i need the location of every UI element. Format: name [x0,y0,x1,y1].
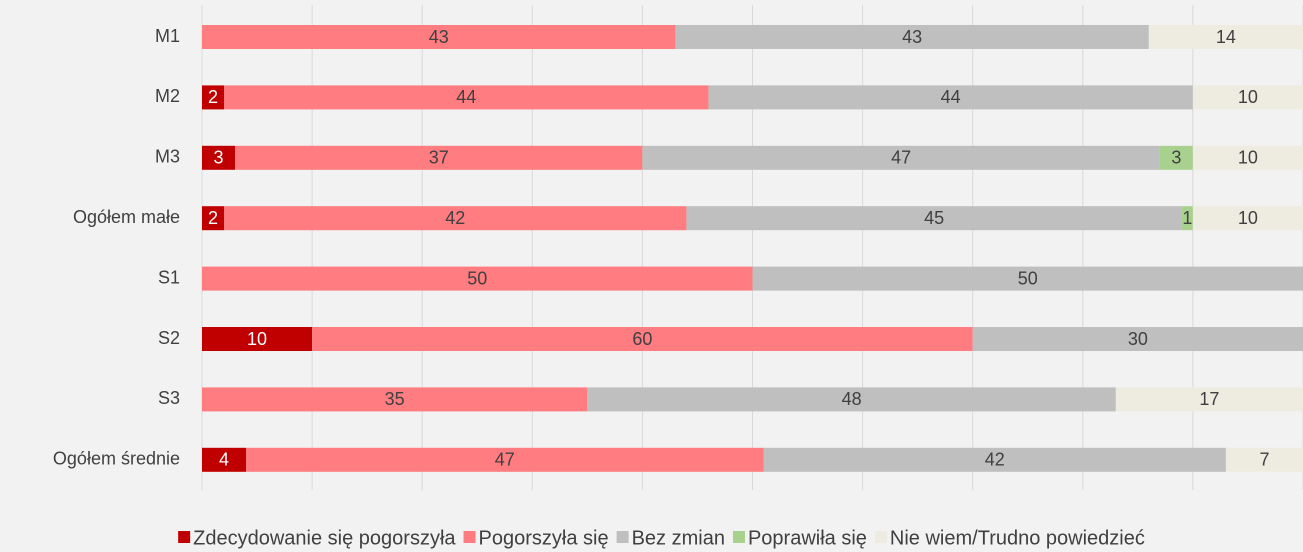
data-label: 60 [632,329,652,349]
legend-swatch [874,531,887,543]
bar-segment [1225,447,1303,472]
data-label: 37 [429,148,449,168]
bar-segment [312,327,973,351]
y-tick-label: M1 [155,26,180,46]
data-label: 42 [985,450,1005,470]
data-label: 14 [1216,27,1236,47]
bar-segment [202,266,753,291]
y-tick-label: S3 [158,388,180,408]
bar-segment [202,25,676,49]
data-label: 43 [902,27,922,47]
data-label: 35 [385,389,405,409]
bar-segment [224,85,709,110]
bar-segment [708,85,1193,110]
data-label: 10 [1238,208,1258,228]
data-label: 44 [456,87,476,107]
bar-segment [246,447,764,472]
data-label: 50 [467,268,487,288]
legend-label: Poprawiła się [748,527,867,549]
data-label: 1 [1182,208,1192,228]
y-tick-label: S2 [158,328,180,348]
bar-segment [235,145,643,170]
data-label: 47 [495,450,515,470]
legend-swatch [732,531,745,543]
bar-segment [202,206,225,231]
data-label: 10 [247,329,267,349]
data-label: 42 [445,208,465,228]
bar-segment [202,85,225,110]
bar-segment [1192,206,1303,231]
legend-label: Bez zmian [632,527,725,549]
bar-segment [202,387,588,412]
bar-segment [972,327,1303,351]
y-tick-label: M3 [155,147,180,167]
bar-segment [1159,145,1193,170]
y-tick-label: Ogółem małe [73,207,180,227]
bar-segment [1148,25,1303,49]
data-label: 43 [429,27,449,47]
bar-segment [763,447,1226,472]
bar-segment [202,447,247,472]
data-label: 47 [891,148,911,168]
legend-label: Pogorszyła się [479,527,609,549]
bar-segment [1115,387,1303,412]
data-label: 17 [1199,389,1219,409]
data-label: 50 [1018,268,1038,288]
bar-segment [1192,85,1303,110]
bar-segment [686,206,1182,231]
bar-segment [1181,206,1193,231]
y-tick-label: Ogółem średnie [53,449,180,469]
bar-segment [642,145,1160,170]
legend-swatch [616,531,629,543]
legend-swatch [178,531,191,543]
data-label: 44 [941,87,961,107]
data-label: 48 [842,389,862,409]
bar-segment [587,387,1116,412]
legend-swatch [463,531,476,543]
bar-segment [202,145,236,170]
data-label: 10 [1238,87,1258,107]
y-tick-label: S1 [158,267,180,287]
data-label: 3 [214,148,224,168]
bar-segment [752,266,1303,291]
data-label: 30 [1128,329,1148,349]
y-tick-label: M2 [155,86,180,106]
data-label: 7 [1259,450,1269,470]
bar-segment [202,327,313,351]
data-label: 45 [924,208,944,228]
data-label: 3 [1171,148,1181,168]
legend-label: Nie wiem/Trudno powiedzieć [890,527,1145,549]
bar-segment [1192,145,1303,170]
data-label: 10 [1238,148,1258,168]
legend-label: Zdecydowanie się pogorszyła [193,527,456,549]
data-label: 2 [208,87,218,107]
data-label: 2 [208,208,218,228]
bar-segment [224,206,687,231]
bar-segment [675,25,1149,49]
data-label: 4 [219,450,229,470]
